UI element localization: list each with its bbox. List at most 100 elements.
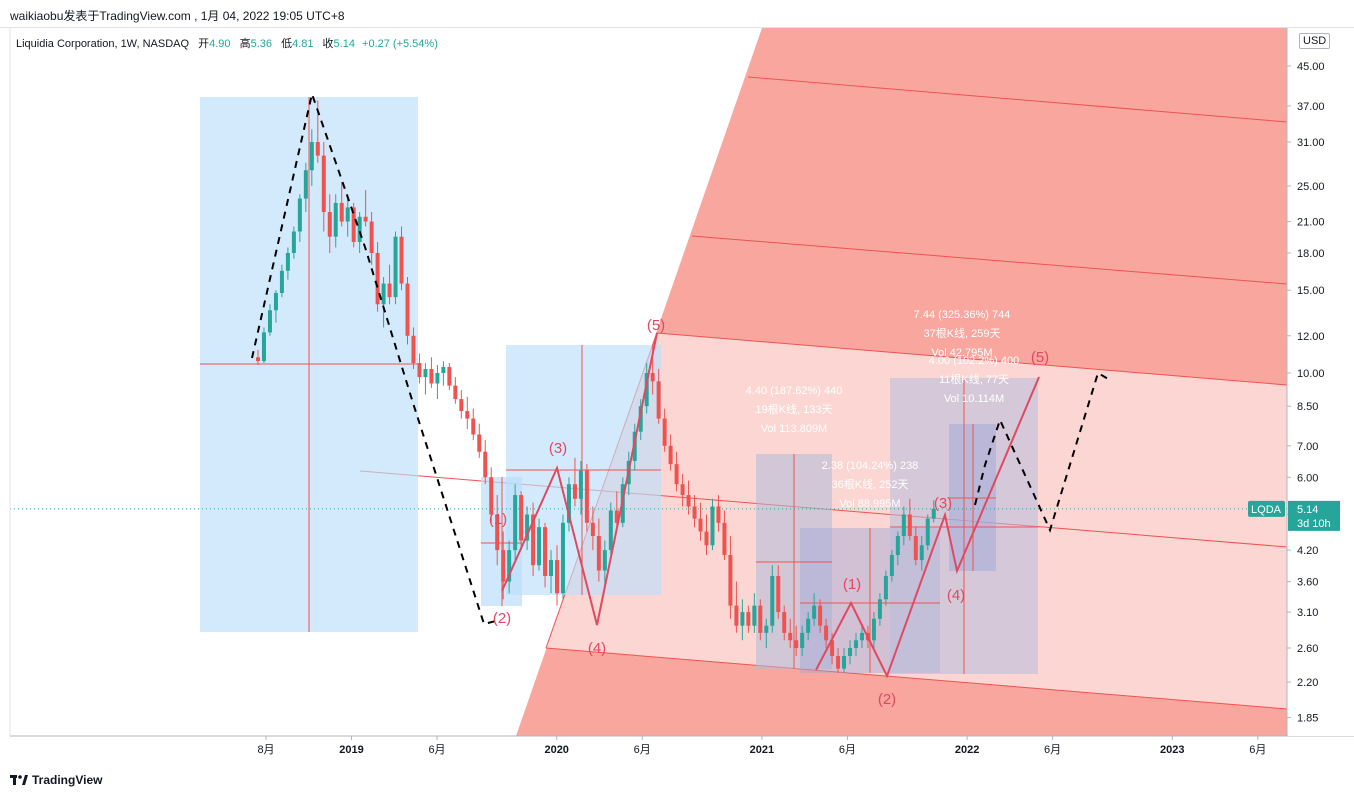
candle-body <box>357 216 362 242</box>
legend-open: 4.90 <box>209 38 231 50</box>
candle-body <box>842 656 847 669</box>
candle-body <box>674 464 679 485</box>
price-tag-price: 5.14 <box>1297 504 1318 516</box>
candle-body <box>531 514 536 566</box>
y-tick-label: 18.00 <box>1297 248 1325 260</box>
candle-body <box>907 514 912 537</box>
candle-body <box>315 142 320 156</box>
x-tick-label: 2021 <box>750 744 774 756</box>
measure-label-text: 4.40 (187.62%) 440 <box>746 385 843 397</box>
candle-body <box>895 536 900 556</box>
candle-body <box>555 560 559 594</box>
candle-body <box>776 575 781 613</box>
candle-body <box>333 202 338 237</box>
candle-body <box>297 198 302 232</box>
candle-body <box>584 470 589 523</box>
legend-close: 5.14 <box>333 38 355 50</box>
projection-dashed-line <box>251 90 497 626</box>
candle-body <box>638 406 643 432</box>
chart-canvas[interactable]: (1) (2) (3) (4) (5) (1) (2) (3) (4) (5) 4.40 (187.… <box>0 28 1354 768</box>
chart-legend[interactable]: Liquidia Corporation, 1W, NASDAQ 开4.90 高… <box>16 35 438 51</box>
plot-area: (1) (2) (3) (4) (5) (1) (2) (3) (4) (5) 4.40 (187.… <box>10 28 1287 736</box>
candle-body <box>256 357 260 362</box>
wave-label: (3) <box>549 440 567 457</box>
x-tick-label: 6月 <box>839 744 856 756</box>
candle-body <box>321 155 326 213</box>
wave-label: (1) <box>843 576 861 593</box>
candle-body <box>477 434 482 452</box>
y-tick-label: 12.00 <box>1297 331 1325 343</box>
legend-high-label: 高 <box>239 38 251 50</box>
candle-body <box>650 373 655 382</box>
candle-body <box>692 506 697 519</box>
candle-body <box>698 518 703 532</box>
candle-body <box>704 531 709 546</box>
candle-body <box>818 605 823 626</box>
candle-body <box>435 373 440 384</box>
x-tick-label: 2022 <box>955 744 979 756</box>
candle-body <box>602 550 607 571</box>
candle-body <box>393 236 398 298</box>
candle-body <box>794 640 799 648</box>
y-tick-label: 21.00 <box>1297 217 1325 229</box>
candle-body <box>447 366 452 386</box>
candle-body <box>345 207 350 222</box>
footer-brand[interactable]: TradingView <box>10 773 102 787</box>
candle-body <box>782 612 787 633</box>
candle-body <box>465 411 470 419</box>
measure-label-text: 19根K线, 133天 <box>755 402 832 416</box>
candle-body <box>901 514 906 537</box>
y-tick-label: 1.85 <box>1297 712 1318 724</box>
candle-body <box>572 484 577 499</box>
candle-body <box>722 522 727 556</box>
candle-body <box>632 431 637 461</box>
y-tick-label: 7.00 <box>1297 441 1318 453</box>
candle-body <box>614 510 619 523</box>
candle-body <box>662 418 667 446</box>
candle-body <box>339 202 344 222</box>
measure-label-text: Vol 88.995M <box>839 498 900 510</box>
y-tick-label: 31.00 <box>1297 137 1325 149</box>
candle-body <box>877 599 882 619</box>
wave-label: (5) <box>647 317 665 334</box>
wave-label: (2) <box>493 610 511 627</box>
candle-body <box>919 545 924 561</box>
measure-label-text: 4.00 (102.2%) 400 <box>929 355 1020 367</box>
legend-close-label: 收 <box>322 38 334 50</box>
fan-line <box>656 332 1287 386</box>
price-axis-bg <box>1288 28 1354 736</box>
wave-label: (5) <box>1031 349 1049 366</box>
measure-label-text: 37根K线, 259天 <box>923 326 1000 340</box>
x-tick-label: 6月 <box>634 744 651 756</box>
measure-label-text: 7.44 (325.36%) 744 <box>914 309 1011 321</box>
candle-body <box>812 605 817 619</box>
fan-line <box>747 76 1287 123</box>
candle-body <box>608 510 613 551</box>
y-tick-label: 45.00 <box>1297 61 1325 73</box>
footer-brand-text: TradingView <box>32 773 103 787</box>
candle-body <box>423 368 428 378</box>
y-tick-label: 3.60 <box>1297 577 1318 589</box>
candle-body <box>644 373 649 407</box>
candle-body <box>560 522 565 594</box>
candle-body <box>363 216 368 222</box>
candle-body <box>728 555 733 606</box>
symbol-tag-bg <box>1248 500 1285 517</box>
candle-body <box>830 640 835 657</box>
candle-body <box>405 283 410 336</box>
measure-label-text: Vol 42.795M <box>931 347 992 359</box>
candle-body <box>824 625 829 641</box>
candle-body <box>764 625 769 633</box>
y-tick-label: 37.00 <box>1297 101 1325 113</box>
candle-body <box>806 618 811 633</box>
legend-low-label: 低 <box>281 38 293 50</box>
price-tag-countdown: 3d 10h <box>1297 518 1331 530</box>
candle-body <box>656 381 661 419</box>
candle-body <box>525 514 530 541</box>
candle-body <box>459 399 464 412</box>
candle-body <box>680 484 685 496</box>
currency-button[interactable]: USD <box>1299 33 1331 49</box>
top-bar: waikiaobu发表于TradingView.com , 1月 04, 202… <box>0 0 1354 28</box>
candle-body <box>279 270 284 293</box>
projection-dashed-line <box>974 371 1111 533</box>
